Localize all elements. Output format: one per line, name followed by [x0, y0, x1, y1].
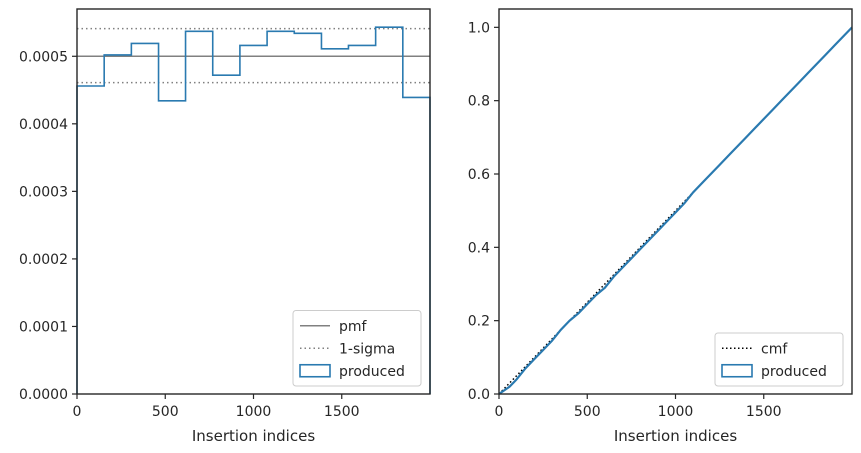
y-tick-label: 0.8 — [468, 94, 490, 110]
produced-line-series — [498, 26, 853, 395]
x-axis-label: Insertion indices — [192, 427, 315, 445]
y-tick-label: 0.0002 — [19, 252, 68, 268]
y-tick-label: 0.0000 — [19, 387, 68, 403]
y-tick-label: 0.0003 — [19, 184, 68, 200]
y-tick-label: 0.0004 — [19, 117, 68, 133]
x-tick-label: 1000 — [236, 404, 272, 420]
legend-swatch — [721, 363, 753, 378]
y-tick-label: 0.0 — [468, 387, 490, 403]
legend-label: cmf — [761, 341, 788, 357]
x-tick-label: 1000 — [658, 404, 694, 420]
x-tick-label: 0 — [495, 404, 504, 420]
x-axis-label: Insertion indices — [614, 427, 737, 445]
y-tick-label: 0.4 — [468, 240, 490, 256]
x-tick-label: 1500 — [324, 404, 360, 420]
y-tick-label: 0.0005 — [19, 49, 68, 65]
y-tick-label: 0.2 — [468, 314, 490, 330]
legend-box — [714, 332, 844, 387]
y-tick-label: 0.6 — [468, 167, 490, 183]
right-chart-panel: 0 500 1000 1500 0.0 0.2 0.4 0.6 0.8 1.0 Insertion … — [468, 8, 853, 445]
x-tick-label: 500 — [152, 404, 179, 420]
legend-label: produced — [339, 364, 405, 380]
legend-swatch — [299, 363, 331, 378]
x-tick-label: 500 — [574, 404, 601, 420]
produced-step-series — [76, 26, 431, 394]
y-tick-label: 1.0 — [468, 20, 490, 36]
left-chart-panel: 0 500 1000 1500 0.0000 0.0001 0.0002 0.0003 0.00… — [19, 8, 431, 445]
legend-label: produced — [761, 364, 827, 380]
x-tick-label: 0 — [73, 404, 82, 420]
legend-label: 1-sigma — [339, 341, 395, 357]
y-tick-label: 0.0001 — [19, 319, 68, 335]
legend-label: pmf — [339, 319, 368, 335]
x-tick-label: 1500 — [746, 404, 782, 420]
legend-box — [292, 310, 422, 387]
